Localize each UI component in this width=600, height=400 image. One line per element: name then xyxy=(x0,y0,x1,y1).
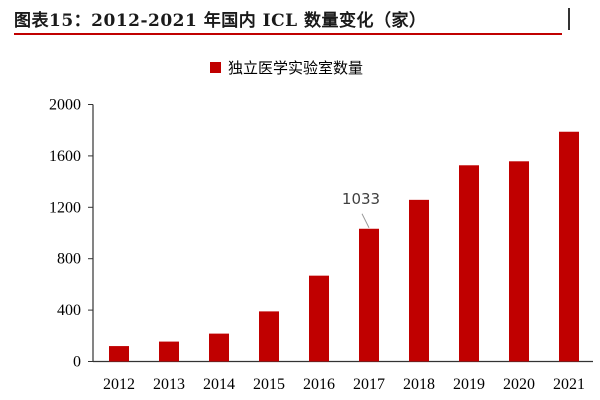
data-label-leader xyxy=(361,213,370,228)
x-tick-label: 2015 xyxy=(253,376,285,393)
x-tick-label: 2018 xyxy=(403,376,435,393)
y-tick-label: 1600 xyxy=(49,148,81,165)
legend-label: 独立医学实验室数量 xyxy=(228,59,363,77)
x-tick-label: 2012 xyxy=(103,376,135,393)
x-tick-label: 2019 xyxy=(453,376,485,393)
x-tick-label: 2017 xyxy=(353,376,385,393)
y-tick-label: 400 xyxy=(57,302,81,319)
bar-2020 xyxy=(509,161,529,362)
x-tick-label: 2014 xyxy=(203,376,235,393)
y-tick-label: 0 xyxy=(73,354,81,371)
chart-title: 图表15：2012-2021 年国内 ICL 数量变化（家） xyxy=(14,11,427,31)
bar-2018 xyxy=(409,199,429,362)
y-tick-label: 2000 xyxy=(49,97,81,114)
y-tick-label: 1200 xyxy=(49,199,81,216)
y-tick-label: 800 xyxy=(57,251,81,268)
x-tick-label: 2013 xyxy=(153,376,185,393)
bar-2019 xyxy=(459,165,479,362)
x-tick-label: 2016 xyxy=(303,376,335,393)
bar-2015 xyxy=(259,311,279,362)
bar-2014 xyxy=(209,333,229,362)
title-separator xyxy=(568,8,570,30)
x-tick-label: 2021 xyxy=(553,376,585,393)
bar-2017 xyxy=(359,228,379,362)
bar-2016 xyxy=(309,275,329,362)
title-underline xyxy=(14,33,562,35)
bar-2021 xyxy=(559,131,579,362)
bar-2012 xyxy=(109,346,129,362)
data-label: 1033 xyxy=(342,190,380,208)
x-tick-label: 2020 xyxy=(503,376,535,393)
bar-2013 xyxy=(159,341,179,362)
legend-swatch xyxy=(210,62,221,73)
